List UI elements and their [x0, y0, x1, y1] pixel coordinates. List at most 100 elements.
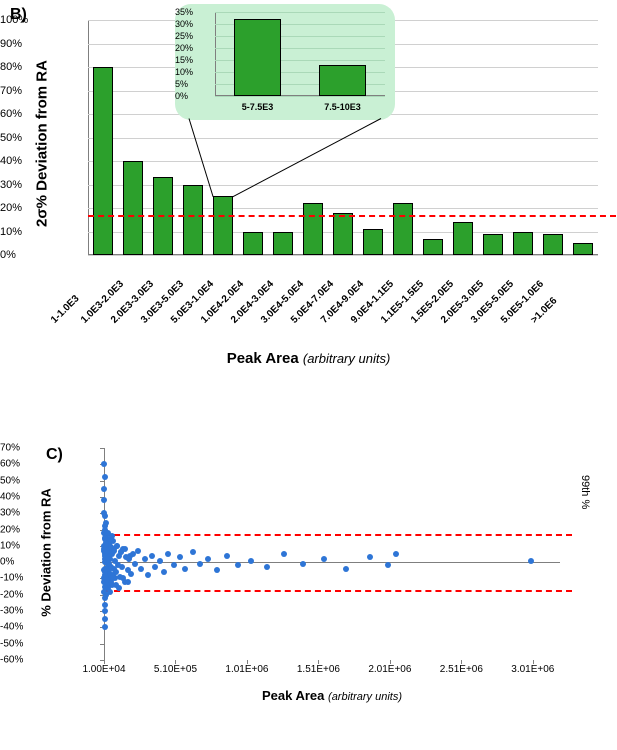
ytick-label: 40% — [0, 155, 82, 167]
inset-bar — [234, 19, 281, 96]
panel-c-right-label: 99th % — [579, 475, 591, 517]
gridline — [88, 255, 598, 256]
ytick-label: 40% — [0, 491, 98, 502]
ytick-label: 0% — [0, 249, 82, 261]
ytick-label: 70% — [0, 443, 98, 454]
scatter-point — [321, 556, 327, 562]
ytick-label: 30% — [0, 179, 82, 191]
scatter-point — [385, 562, 391, 568]
bar — [93, 67, 113, 255]
scatter-point — [102, 608, 108, 614]
scatter-point — [157, 558, 163, 564]
xtick-label: 5.10E+05 — [154, 664, 197, 675]
bar — [123, 161, 143, 255]
scatter-point — [102, 602, 108, 608]
bar — [543, 234, 563, 255]
scatter-point — [132, 561, 138, 567]
scatter-point — [171, 562, 177, 568]
ytick-label: 20% — [0, 202, 82, 214]
scatter-point — [103, 520, 109, 526]
bar — [303, 203, 323, 255]
scatter-point — [142, 556, 148, 562]
panel-c-x-axis-title-main: Peak Area — [262, 688, 324, 703]
bar — [453, 222, 473, 255]
bar — [483, 234, 503, 255]
scatter-point — [114, 543, 120, 549]
xtick-label: 1.00E+04 — [82, 664, 125, 675]
panel-b: B) 2σ% Deviation from RA 0%10%20%30%40%5… — [0, 0, 617, 400]
ytick-label: 80% — [0, 61, 82, 73]
ytick-label: 0% — [0, 557, 98, 568]
scatter-point — [102, 513, 108, 519]
reference-line — [104, 590, 572, 592]
scatter-point — [102, 474, 108, 480]
scatter-point — [264, 564, 270, 570]
scatter-point — [300, 561, 306, 567]
scatter-point — [104, 577, 110, 583]
scatter-point — [109, 533, 115, 539]
ytick-label: 60% — [0, 108, 82, 120]
scatter-point — [224, 553, 230, 559]
scatter-point — [177, 554, 183, 560]
scatter-point — [393, 551, 399, 557]
bar — [513, 232, 533, 256]
scatter-point — [127, 553, 133, 559]
scatter-point — [103, 541, 109, 547]
bar — [423, 239, 443, 255]
bar — [213, 196, 233, 255]
ytick-label: 10% — [0, 226, 82, 238]
scatter-point — [528, 558, 534, 564]
inset-bar — [319, 65, 366, 96]
ytick-label: 30% — [0, 508, 98, 519]
scatter-point — [367, 554, 373, 560]
ytick-label: -40% — [0, 622, 98, 633]
scatter-point — [105, 556, 111, 562]
ytick-label: 90% — [0, 38, 82, 50]
scatter-point — [101, 461, 107, 467]
scatter-point — [235, 562, 241, 568]
scatter-point — [104, 548, 110, 554]
scatter-point — [101, 486, 107, 492]
ytick-label: 20% — [0, 524, 98, 535]
scatter-point — [214, 567, 220, 573]
panel-c-x-axis-title: Peak Area (arbitrary units) — [104, 688, 560, 703]
scatter-point — [102, 584, 108, 590]
panel-b-xticks: 1-1.0E31.0E3-2.0E32.0E3-3.0E33.0E3-5.0E3… — [88, 260, 598, 340]
scatter-point — [102, 535, 108, 541]
xtick-label: >1.0E6 — [529, 295, 559, 325]
scatter-point — [125, 579, 131, 585]
scatter-point — [135, 548, 141, 554]
scatter-point — [182, 566, 188, 572]
scatter-point — [103, 566, 109, 572]
panel-c: C) % Deviation from RA -60%-50%-40%-30%-… — [0, 440, 617, 740]
scatter-point — [165, 551, 171, 557]
scatter-point — [128, 571, 134, 577]
ytick-label: 50% — [0, 475, 98, 486]
scatter-point — [138, 566, 144, 572]
xtick-label: 1.01E+06 — [225, 664, 268, 675]
ytick-label: 70% — [0, 85, 82, 97]
xtick-label: 3.01E+06 — [511, 664, 554, 675]
scatter-point — [248, 558, 254, 564]
ytick-label: 100% — [0, 14, 82, 26]
scatter-point — [107, 589, 113, 595]
scatter-point — [152, 564, 158, 570]
panel-b-yticks: 0%10%20%30%40%50%60%70%80%90%100% — [0, 20, 86, 255]
ytick-label: -10% — [0, 573, 98, 584]
scatter-point — [116, 585, 122, 591]
bar — [333, 213, 353, 255]
panel-c-yticks: -60%-50%-40%-30%-20%-10%0%10%20%30%40%50… — [0, 448, 102, 660]
gridline — [88, 161, 598, 162]
bar — [363, 229, 383, 255]
scatter-point — [102, 527, 108, 533]
scatter-point — [281, 551, 287, 557]
bar — [183, 185, 203, 256]
panel-b-inset-yticks: 0%5%10%15%20%25%30%35% — [175, 12, 213, 96]
scatter-point — [122, 546, 128, 552]
ytick-label: -30% — [0, 606, 98, 617]
scatter-point — [205, 556, 211, 562]
scatter-point — [102, 624, 108, 630]
xtick-label: 1.51E+06 — [297, 664, 340, 675]
bar — [243, 232, 263, 256]
panel-b-x-axis-title: Peak Area (arbitrary units) — [0, 350, 617, 367]
